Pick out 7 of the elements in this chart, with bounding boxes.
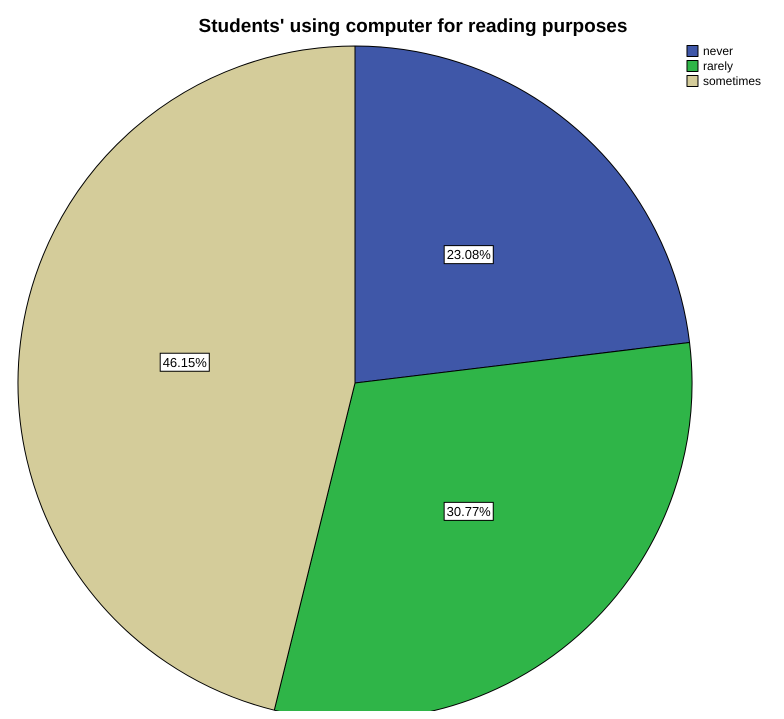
data-label: 46.15% [162,354,208,370]
legend-label: sometimes [702,74,761,88]
data-label: 30.77% [446,504,492,519]
data-label: 23.08% [446,247,492,262]
legend-label: never [702,44,734,58]
chart-title: Students' using computer for reading purposes [198,16,628,37]
legend-label: rarely [702,59,733,73]
